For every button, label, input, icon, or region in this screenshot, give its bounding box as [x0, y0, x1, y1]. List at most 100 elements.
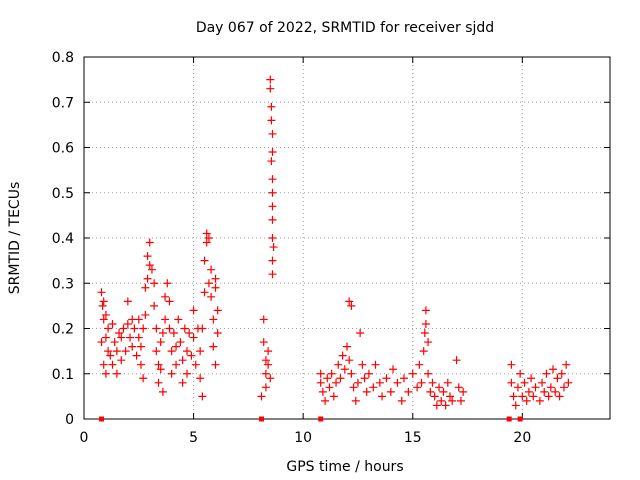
data-point — [349, 383, 358, 392]
data-point — [345, 297, 354, 306]
data-point — [106, 351, 115, 360]
x-tick-label: 10 — [294, 430, 312, 446]
y-tick-label: 0.6 — [52, 141, 74, 157]
data-point — [268, 175, 277, 184]
data-point — [163, 279, 172, 288]
data-point — [540, 387, 549, 396]
data-point — [141, 310, 150, 319]
data-point — [183, 369, 192, 378]
data-point — [524, 387, 533, 396]
data-point — [202, 229, 211, 238]
data-point — [211, 274, 220, 283]
data-point — [415, 360, 424, 369]
data-point — [139, 324, 148, 333]
data-point — [196, 347, 205, 356]
data-point — [321, 396, 330, 405]
data-point — [266, 84, 275, 93]
y-tick-label: 0.5 — [52, 186, 74, 202]
data-point — [150, 279, 159, 288]
data-point — [441, 401, 450, 410]
data-point — [130, 324, 139, 333]
data-point — [156, 365, 165, 374]
data-point — [432, 401, 441, 410]
data-point — [261, 383, 270, 392]
data-point — [123, 319, 132, 328]
data-point — [211, 283, 220, 292]
y-tick-label: 0.7 — [52, 95, 74, 111]
x-tick-label: 20 — [513, 430, 531, 446]
y-tick-label: 0.1 — [52, 367, 74, 383]
data-point — [316, 378, 325, 387]
data-point — [200, 256, 209, 265]
data-point — [202, 238, 211, 247]
data-point — [397, 396, 406, 405]
data-point — [101, 369, 110, 378]
data-point — [338, 351, 347, 360]
data-point — [553, 374, 562, 383]
data-point — [516, 369, 525, 378]
data-point — [443, 378, 452, 387]
data-point — [152, 324, 161, 333]
data-point-marker — [99, 416, 105, 422]
data-point — [267, 102, 276, 111]
data-point — [555, 392, 564, 401]
data-point — [459, 387, 468, 396]
data-point — [437, 396, 446, 405]
data-point — [375, 378, 384, 387]
grid — [84, 57, 610, 419]
data-point — [268, 270, 277, 279]
data-point — [121, 347, 130, 356]
data-point — [119, 324, 128, 333]
data-point — [259, 315, 268, 324]
data-point — [356, 329, 365, 338]
data-point — [99, 315, 108, 324]
data-point — [420, 329, 429, 338]
data-point — [268, 256, 277, 265]
data-point — [165, 297, 174, 306]
data-point — [115, 329, 124, 338]
data-point — [428, 378, 437, 387]
data-point — [345, 356, 354, 365]
data-point — [101, 310, 110, 319]
data-point-marker — [506, 416, 512, 422]
data-point — [360, 374, 369, 383]
data-point — [329, 392, 338, 401]
data-point — [147, 265, 156, 274]
data-point — [211, 360, 220, 369]
data-point — [204, 279, 213, 288]
data-point — [389, 365, 398, 374]
data-point — [185, 329, 194, 338]
data-point — [158, 329, 167, 338]
data-point — [165, 324, 174, 333]
data-point — [343, 342, 351, 351]
data-point — [325, 383, 334, 392]
data-point — [174, 315, 183, 324]
data-point — [426, 387, 435, 396]
data-point — [143, 252, 152, 261]
data-point — [542, 369, 551, 378]
data-point — [169, 329, 178, 338]
data-point — [143, 274, 152, 283]
data-point — [529, 392, 538, 401]
data-point — [268, 188, 277, 197]
data-point — [213, 306, 222, 315]
data-point — [196, 374, 205, 383]
data-point — [454, 383, 463, 392]
data-point — [267, 157, 276, 166]
data-point — [268, 202, 277, 211]
data-point — [187, 351, 196, 360]
data-point — [172, 342, 181, 351]
data-point — [518, 392, 527, 401]
data-point — [323, 374, 332, 383]
y-tick-label: 0.2 — [52, 322, 74, 338]
data-point — [152, 347, 161, 356]
data-point — [108, 360, 117, 369]
data-point — [430, 392, 439, 401]
data-point — [167, 347, 176, 356]
data-point — [110, 338, 119, 347]
data-point — [559, 383, 568, 392]
data-point — [340, 365, 349, 374]
data-point — [104, 347, 113, 356]
data-point — [538, 378, 547, 387]
data-point — [268, 129, 277, 138]
